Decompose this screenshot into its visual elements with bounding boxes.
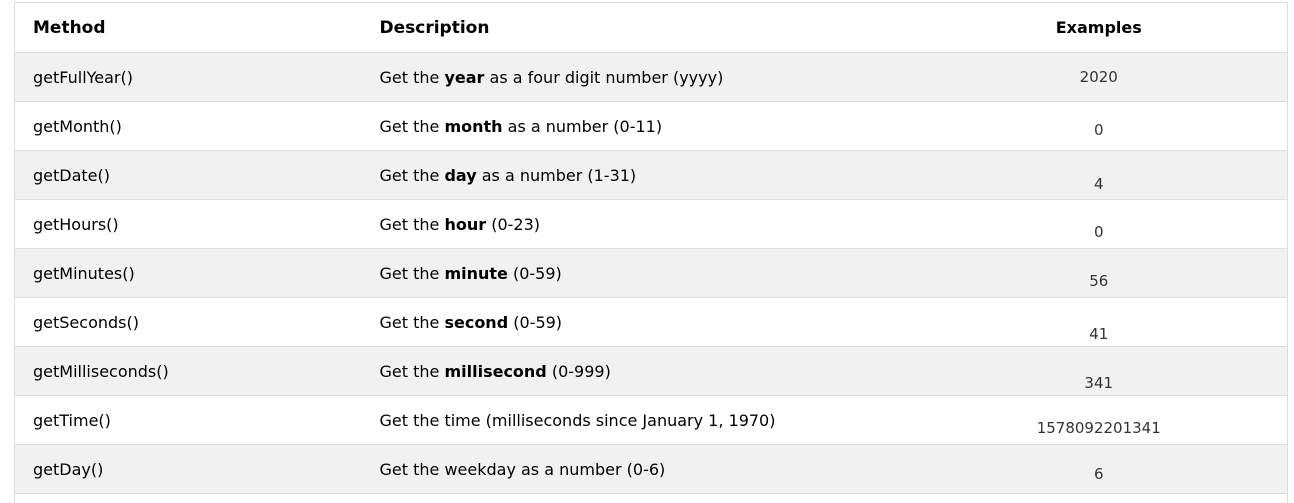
table-row: getDay() Get the weekday as a number (0-… xyxy=(14,444,1288,494)
example-cell xyxy=(911,494,1288,503)
description-cell: Get the year as a four digit number (yyy… xyxy=(362,53,911,102)
description-cell: Get the time (milliseconds since January… xyxy=(362,396,911,445)
example-cell: 41 xyxy=(911,298,1288,347)
column-header-examples: Examples xyxy=(1055,18,1142,37)
table-row: getTime() Get the time (milliseconds sin… xyxy=(14,395,1288,445)
method-cell: getMonth() xyxy=(33,116,122,136)
method-cell: getDate() xyxy=(33,165,110,185)
method-cell: getSeconds() xyxy=(33,312,139,332)
method-cell: getHours() xyxy=(33,214,119,234)
description-text: Get the xyxy=(379,116,445,136)
column-header-method: Method xyxy=(33,17,106,38)
description-text: (0-999) xyxy=(546,361,611,381)
example-value: 56 xyxy=(1089,272,1109,290)
description-cell: Get the minute (0-59) xyxy=(362,249,911,298)
header-row: Method Description Examples xyxy=(15,3,1288,53)
description-cell: Get the weekday as a number (0-6) xyxy=(362,445,911,494)
description-text: Get the xyxy=(379,67,445,87)
example-cell: 1578092201341 xyxy=(911,396,1288,445)
description-text: Get the weekday as a number (0-6) xyxy=(379,459,666,479)
table-row: getDate() Get the day as a number (1-31)… xyxy=(14,150,1288,200)
description-cell: Get the day as a number (1-31) xyxy=(362,151,911,200)
description-keyword: month xyxy=(444,116,503,136)
example-cell: 2020 xyxy=(911,53,1288,102)
column-header-description: Description xyxy=(379,17,490,38)
description-keyword: minute xyxy=(444,263,508,283)
description-text: (0-23) xyxy=(486,214,541,234)
table-row: getFullYear() Get the year as a four dig… xyxy=(14,52,1288,102)
table-row: getMonth() Get the month as a number (0-… xyxy=(14,101,1288,151)
description-keyword: second xyxy=(444,312,509,332)
example-cell: 4 xyxy=(911,151,1288,200)
description-text: as a four digit number (yyyy) xyxy=(484,67,724,87)
example-value: 2020 xyxy=(1079,68,1118,86)
description-text: Get the xyxy=(379,312,445,332)
table-row: getSeconds() Get the second (0-59) 41 xyxy=(14,297,1288,347)
method-cell: getFullYear() xyxy=(33,67,133,87)
example-value: 0 xyxy=(1093,121,1104,139)
description-keyword: year xyxy=(444,67,485,87)
description-text: Get the time (milliseconds since January… xyxy=(379,410,776,430)
description-keyword: millisecond xyxy=(444,361,547,381)
description-keyword: day xyxy=(444,165,477,185)
description-keyword: hour xyxy=(444,214,487,234)
description-text: (0-59) xyxy=(508,312,563,332)
example-value: 4 xyxy=(1093,175,1104,193)
table-row: getMilliseconds() Get the millisecond (0… xyxy=(14,346,1288,396)
example-value: 0 xyxy=(1093,223,1104,241)
example-value: 41 xyxy=(1089,325,1109,343)
example-value: 341 xyxy=(1084,374,1114,392)
method-cell: getMinutes() xyxy=(33,263,135,283)
example-cell: 341 xyxy=(911,347,1288,396)
example-cell: 56 xyxy=(911,249,1288,298)
example-value: 1578092201341 xyxy=(1036,419,1161,437)
method-cell: getDay() xyxy=(33,459,104,479)
date-methods-table-container: Method Description Examples getFullYear(… xyxy=(14,2,1288,503)
table-row: getHours() Get the hour (0-23) 0 xyxy=(14,199,1288,249)
example-cell: 0 xyxy=(911,102,1288,151)
table-row-partial xyxy=(14,493,1288,503)
description-text: (0-59) xyxy=(507,263,562,283)
description-text: as a number (1-31) xyxy=(476,165,637,185)
description-cell: Get the second (0-59) xyxy=(362,298,911,347)
description-text: Get the xyxy=(379,165,445,185)
description-text: Get the xyxy=(379,214,445,234)
description-cell: Get the month as a number (0-11) xyxy=(362,102,911,151)
description-text: as a number (0-11) xyxy=(502,116,663,136)
method-cell: getTime() xyxy=(33,410,111,430)
example-cell: 0 xyxy=(911,200,1288,249)
description-cell: Get the millisecond (0-999) xyxy=(362,347,911,396)
description-text: Get the xyxy=(379,263,445,283)
description-cell: Get the hour (0-23) xyxy=(362,200,911,249)
description-cell xyxy=(362,494,911,503)
method-cell xyxy=(15,494,362,503)
example-value: 6 xyxy=(1093,465,1104,483)
method-cell: getMilliseconds() xyxy=(33,361,169,381)
date-methods-table: Method Description Examples getFullYear(… xyxy=(14,2,1288,503)
description-text: Get the xyxy=(379,361,445,381)
table-row: getMinutes() Get the minute (0-59) 56 xyxy=(14,248,1288,298)
example-cell: 6 xyxy=(911,445,1288,494)
